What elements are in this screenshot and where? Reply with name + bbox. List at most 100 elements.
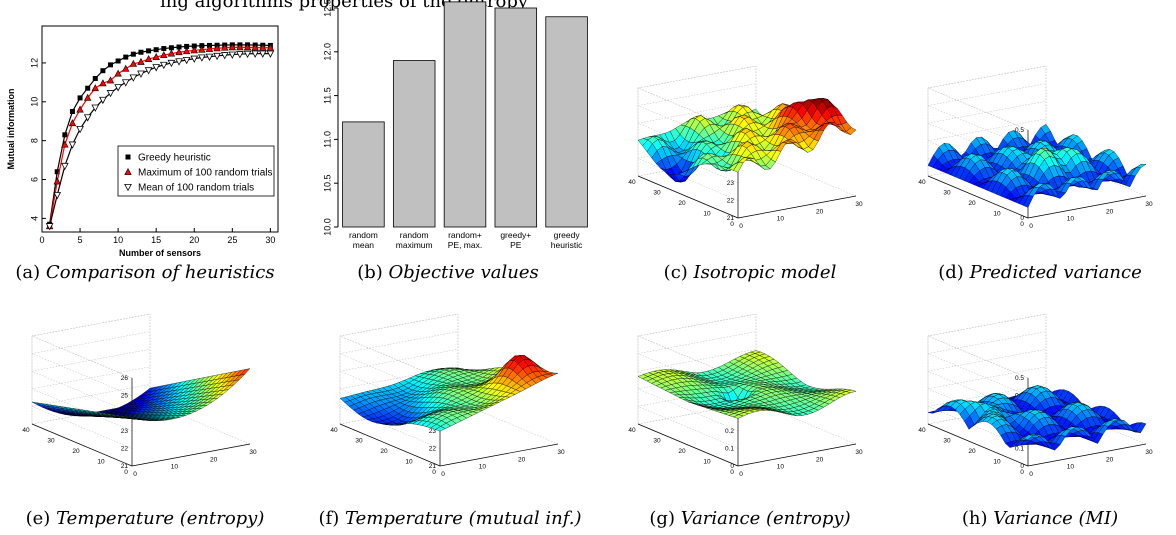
x-tick-label: 25 (227, 235, 237, 245)
z-tick-label: 0.1 (1015, 445, 1024, 452)
x-axis (1027, 443, 1147, 467)
z-gridline (339, 348, 459, 372)
top-partial-text: ing algorithms properties of the entropy (0, 0, 1176, 20)
x-tick-label: 30 (249, 449, 257, 456)
z-tick-label: 0.5 (1015, 127, 1024, 134)
bar-category-label: PE, max. (448, 240, 482, 250)
z-tick-label: 23 (727, 180, 735, 187)
caption-c-text: Isotropic model (693, 262, 837, 283)
y-tick-label: 20 (678, 448, 686, 455)
bar-category-label: heuristic (551, 240, 583, 250)
data-point (68, 119, 77, 127)
y-tick-label: 40 (330, 427, 338, 434)
surface-plot-f: 2122232425260102030010203040 (330, 313, 565, 478)
data-point (175, 58, 183, 66)
data-point (69, 109, 75, 115)
z-gridline (339, 331, 459, 354)
caption-d-tag: (d) (938, 262, 964, 283)
data-point (129, 74, 138, 82)
chart-panel-c: 2122232425260102030010203040 (616, 65, 886, 248)
caption-b: (b) Objective values (298, 262, 598, 283)
z-gridline (927, 313, 1047, 337)
data-point (168, 45, 174, 51)
z-gridline (927, 353, 1029, 396)
y-tick-label: 30 (47, 438, 55, 445)
x-axis (737, 443, 857, 467)
z-tick-label: 0 (1020, 463, 1024, 470)
y-tick-label: 20 (72, 448, 80, 455)
surface-plot-c: 2122232425260102030010203040 (628, 65, 863, 230)
y-tick-label: 40 (22, 427, 30, 434)
x-tick-label: 20 (1106, 208, 1114, 215)
x-tick-label: 10 (777, 216, 785, 223)
back-wall (31, 335, 133, 467)
z-gridline (637, 348, 757, 372)
objective-bar-chart: 10.010.511.011.512.012.5randommeanrandom… (322, 0, 588, 250)
x-tick-label: 10 (1067, 216, 1075, 223)
y-axis (637, 175, 739, 219)
x-tick-label: 30 (265, 235, 275, 245)
z-gridline (927, 100, 1047, 124)
z-gridline (339, 406, 441, 449)
data-point (85, 85, 91, 91)
z-gridline (927, 118, 1047, 142)
data-point (99, 96, 107, 105)
surface-mesh (637, 97, 857, 183)
surface-mesh (637, 350, 857, 419)
z-tick-label: 23 (429, 428, 437, 435)
data-point (160, 51, 168, 59)
x-tick-label: 0 (133, 471, 137, 478)
data-point (190, 55, 199, 63)
y-tick-label: 0 (1020, 221, 1024, 228)
y-tick-label: 12.0 (322, 43, 332, 61)
data-point (144, 67, 153, 75)
y-tick-label: 40 (918, 179, 926, 186)
z-gridline (927, 83, 1047, 106)
data-point (91, 84, 99, 92)
x-tick-label: 20 (816, 208, 824, 215)
y-tick-label: 10 (993, 459, 1001, 466)
z-tick-label: 0 (730, 463, 734, 470)
z-tick-label: 0.5 (1015, 375, 1024, 382)
y-tick-label: 10.0 (322, 218, 332, 236)
data-point (176, 44, 182, 50)
data-point (243, 50, 252, 59)
z-gridline (927, 87, 1029, 131)
caption-g-text: Variance (entropy) (680, 508, 851, 529)
x-tick-label: 30 (855, 201, 863, 208)
data-point (68, 141, 77, 149)
caption-f-tag: (f) (318, 508, 340, 529)
x-tick-label: 10 (777, 464, 785, 471)
y-axis (927, 423, 1029, 467)
data-point (199, 43, 205, 49)
z-tick-label: 0.2 (725, 428, 734, 435)
chart-panel-b: 10.0 10.5 11.0 11.5 12.0 12.5 random mean random… (298, 0, 598, 252)
z-gridline (637, 313, 757, 337)
y-tick-label: 10.5 (322, 174, 332, 192)
data-point (61, 140, 69, 148)
data-point (144, 55, 153, 62)
caption-h-text: Variance (MI) (993, 508, 1119, 529)
y-tick-label: 20 (968, 448, 976, 455)
y-tick-label: 30 (943, 438, 951, 445)
x-tick-label: 0 (739, 471, 743, 478)
surface-facet (547, 372, 559, 376)
data-point (220, 52, 229, 60)
legend-entry: Maximum of 100 random trials (138, 168, 273, 179)
surface-mesh (339, 355, 559, 432)
caption-h-tag: (h) (961, 508, 988, 529)
y-axis (927, 175, 1029, 219)
z-gridline (927, 335, 1029, 379)
data-point (122, 64, 130, 72)
surface-mesh (927, 123, 1147, 208)
data-point (106, 90, 115, 98)
bar-category-label: maximum (396, 240, 433, 250)
x-tick-label: 10 (171, 464, 179, 471)
z-gridline (637, 388, 739, 432)
z-tick-label: 22 (727, 197, 735, 204)
x-tick-label: 30 (1145, 201, 1153, 208)
caption-c-tag: (c) (663, 262, 688, 283)
y-axis-label: Mutual information (6, 89, 16, 170)
y-tick-label: 10 (703, 459, 711, 466)
y-tick-label: 20 (678, 200, 686, 207)
